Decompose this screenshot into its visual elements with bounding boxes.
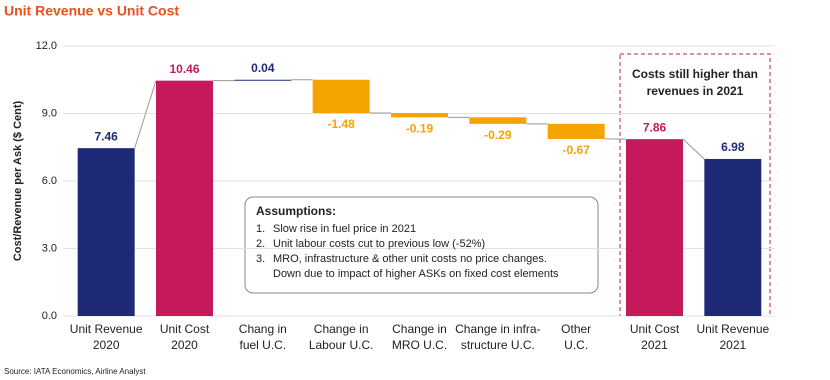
x-tick-label: structure U.C. bbox=[461, 338, 535, 352]
bar bbox=[469, 117, 527, 124]
x-tick-label: 2021 bbox=[641, 338, 668, 352]
x-tick-label: Unit Cost bbox=[160, 322, 210, 336]
y-tick-label: 12.0 bbox=[36, 40, 57, 52]
value-label: 10.46 bbox=[169, 62, 199, 76]
connector bbox=[134, 80, 157, 149]
highlight-text: Costs still higher than bbox=[632, 67, 758, 81]
x-tick-label: Chang in bbox=[239, 322, 287, 336]
value-label: -1.48 bbox=[327, 117, 355, 131]
connector bbox=[682, 138, 705, 160]
x-tick-label: 2020 bbox=[171, 338, 198, 352]
assumption-number: 1. bbox=[256, 223, 265, 235]
highlight-text: revenues in 2021 bbox=[647, 84, 744, 98]
x-tick-label: Unit Revenue bbox=[70, 322, 143, 336]
y-tick-label: 9.0 bbox=[42, 107, 57, 119]
value-label: -0.67 bbox=[562, 143, 590, 157]
x-tick-label: Other bbox=[561, 322, 591, 336]
bar bbox=[77, 148, 135, 316]
assumption-number: 2. bbox=[256, 238, 265, 250]
x-tick-label: U.C. bbox=[564, 338, 588, 352]
bar bbox=[391, 113, 448, 118]
value-label: 7.46 bbox=[94, 129, 118, 143]
chart-title: Unit Revenue vs Unit Cost bbox=[4, 3, 179, 19]
x-tick-label: Unit Cost bbox=[630, 322, 680, 336]
assumption-number: 3. bbox=[256, 253, 265, 265]
value-label: -0.29 bbox=[484, 128, 512, 142]
assumptions-title: Assumptions: bbox=[256, 204, 336, 218]
assumption-text: Slow rise in fuel price in 2021 bbox=[273, 223, 416, 235]
bar bbox=[626, 139, 683, 316]
y-tick-label: 0.0 bbox=[42, 310, 57, 322]
value-label: 7.86 bbox=[643, 120, 667, 134]
assumption-text: Down due to impact of higher ASKs on fix… bbox=[273, 268, 559, 280]
value-label: -0.19 bbox=[406, 121, 434, 135]
y-tick-label: 3.0 bbox=[42, 242, 57, 254]
bar bbox=[547, 123, 605, 139]
x-tick-label: Change in bbox=[392, 322, 447, 336]
value-label: 0.04 bbox=[251, 61, 275, 75]
x-tick-label: 2020 bbox=[93, 338, 120, 352]
x-tick-label: Labour U.C. bbox=[309, 338, 374, 352]
bar bbox=[234, 79, 292, 81]
bar bbox=[704, 158, 762, 316]
x-tick-label: Change in infra- bbox=[455, 322, 540, 336]
x-tick-label: Unit Revenue bbox=[696, 322, 769, 336]
y-tick-label: 6.0 bbox=[42, 175, 57, 187]
x-tick-label: MRO U.C. bbox=[392, 338, 447, 352]
assumptions-box bbox=[244, 196, 599, 294]
bar bbox=[312, 79, 370, 114]
y-axis-label: Cost/Revenue per Ask ($ Cent) bbox=[12, 100, 24, 261]
x-tick-label: 2021 bbox=[719, 338, 746, 352]
assumption-text: Unit labour costs cut to previous low (-… bbox=[273, 238, 485, 250]
source: Source: IATA Economics, Airline Analyst bbox=[4, 367, 146, 376]
x-tick-label: fuel U.C. bbox=[239, 338, 286, 352]
bar bbox=[156, 80, 213, 317]
value-label: 6.98 bbox=[721, 140, 745, 154]
x-tick-label: Change in bbox=[314, 322, 369, 336]
assumption-text: MRO, infrastructure & other unit costs n… bbox=[273, 253, 547, 265]
